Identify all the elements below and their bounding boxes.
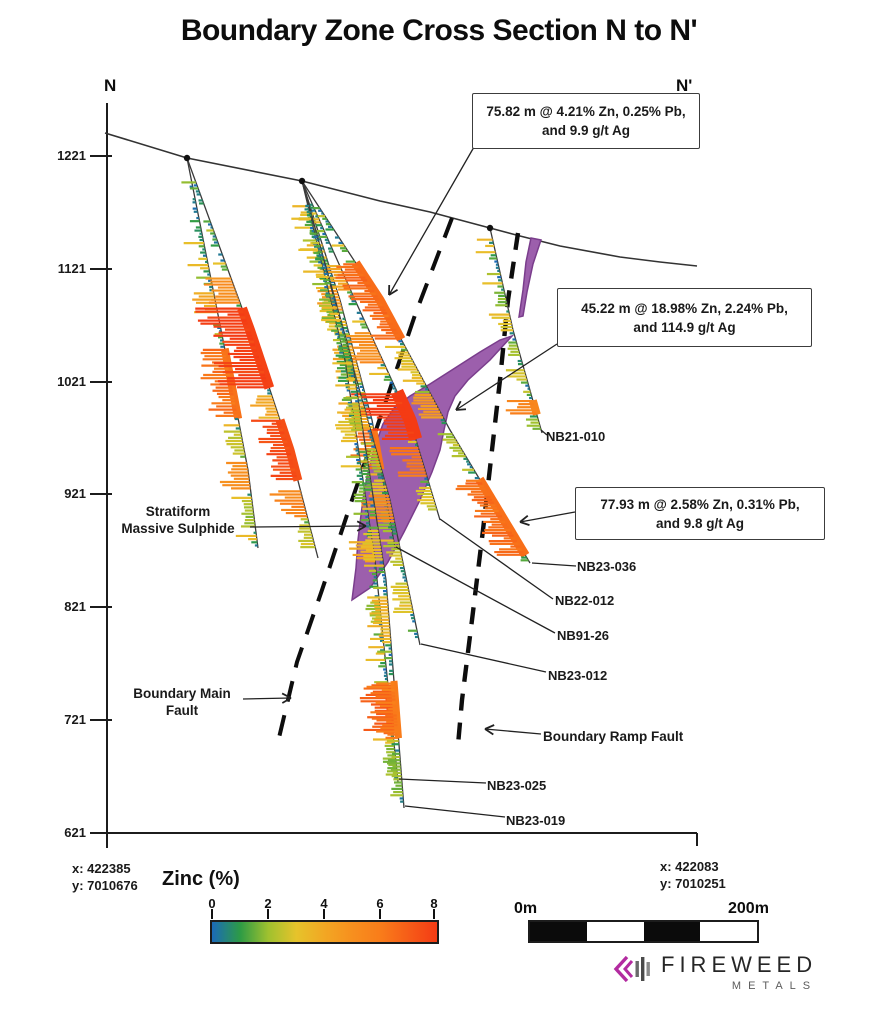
- fireweed-logo: FIREWEED METALS: [613, 952, 817, 992]
- elevation-tick-label: 821: [64, 599, 86, 614]
- scalebar-min-label: 0m: [514, 900, 538, 917]
- legend-tick: 8: [430, 896, 438, 911]
- elevation-tick-label: 1021: [57, 374, 86, 389]
- elevation-tick-label: 621: [64, 825, 86, 840]
- intercept-text: 75.82 m @ 4.21% Zn, 0.25% Pb,: [486, 104, 686, 119]
- drillhole-label: NB23-012: [548, 668, 608, 683]
- legend-tickmark: [211, 909, 213, 919]
- scalebar-max-label: 200m: [728, 900, 769, 917]
- leader-lines: [242, 146, 577, 818]
- legend-tickmark: [433, 909, 435, 919]
- intercept-text: and 9.8 g/t Ag: [655, 515, 744, 531]
- legend-tickmark: [267, 909, 269, 919]
- elevation-tick-label: 921: [64, 486, 86, 501]
- page-title: Boundary Zone Cross Section N to N': [180, 14, 698, 47]
- elevation-tick-label: 721: [64, 712, 86, 727]
- drillhole-traces: [181, 157, 543, 809]
- intercept-text: and 9.9 g/t Ag: [541, 123, 630, 138]
- intercept-callout-3: 77.93 m @ 2.58% Zn, 0.31% Pb, and 9.8 g/…: [575, 487, 825, 540]
- scale-bar: [528, 920, 759, 943]
- legend-tickmark: [379, 909, 381, 919]
- intercept-text: 45.22 m @ 18.98% Zn, 2.24% Pb,: [581, 300, 788, 316]
- intercept-callout-2: 45.22 m @ 18.98% Zn, 2.24% Pb, and 114.9…: [557, 288, 812, 347]
- right-corner-coordinates: x: 422083 y: 7010251: [660, 859, 726, 891]
- axis: [90, 103, 698, 848]
- fireweed-logo-icon: [613, 955, 650, 983]
- fireweed-metals-sub: METALS: [731, 980, 818, 992]
- drillhole-label: NB21-010: [546, 429, 606, 444]
- drillhole-label: NB23-036: [577, 559, 637, 574]
- drillhole-label: NB91-26: [557, 628, 610, 643]
- fireweed-wordmark: FIREWEED: [661, 952, 818, 977]
- zinc-colorbar: [210, 920, 439, 944]
- legend-tick: 2: [264, 896, 272, 911]
- section-end-n-prime: N': [676, 76, 693, 95]
- fault-lines: [276, 217, 521, 746]
- section-end-n: N: [104, 76, 117, 95]
- drillhole-label: NB23-025: [487, 778, 547, 793]
- stratiform-massive-sulphide-label: Stratiform Massive Sulphide: [121, 504, 235, 536]
- boundary-main-fault-label: Boundary Main Fault: [133, 686, 231, 718]
- drillhole-label: NB23-019: [506, 813, 566, 828]
- legend-title: Zinc (%): [162, 868, 240, 890]
- legend-tick: 6: [376, 896, 384, 911]
- intercept-text: 77.93 m @ 2.58% Zn, 0.31% Pb,: [600, 496, 800, 512]
- drillhole-collars: [183, 154, 494, 232]
- legend-tickmark: [323, 909, 325, 919]
- elevation-tick-label: 1221: [57, 148, 86, 163]
- elevation-tick-label: 1121: [57, 261, 86, 276]
- intercept-text: and 114.9 g/t Ag: [633, 319, 736, 335]
- left-corner-coordinates: x: 422385 y: 7010676: [72, 861, 138, 893]
- legend-tick: 4: [320, 896, 328, 911]
- boundary-ramp-fault-label: Boundary Ramp Fault: [543, 729, 684, 744]
- drillhole-label: NB22-012: [555, 593, 615, 608]
- legend-tick: 0: [208, 896, 216, 911]
- intercept-callout-1: 75.82 m @ 4.21% Zn, 0.25% Pb, and 9.9 g/…: [472, 93, 700, 149]
